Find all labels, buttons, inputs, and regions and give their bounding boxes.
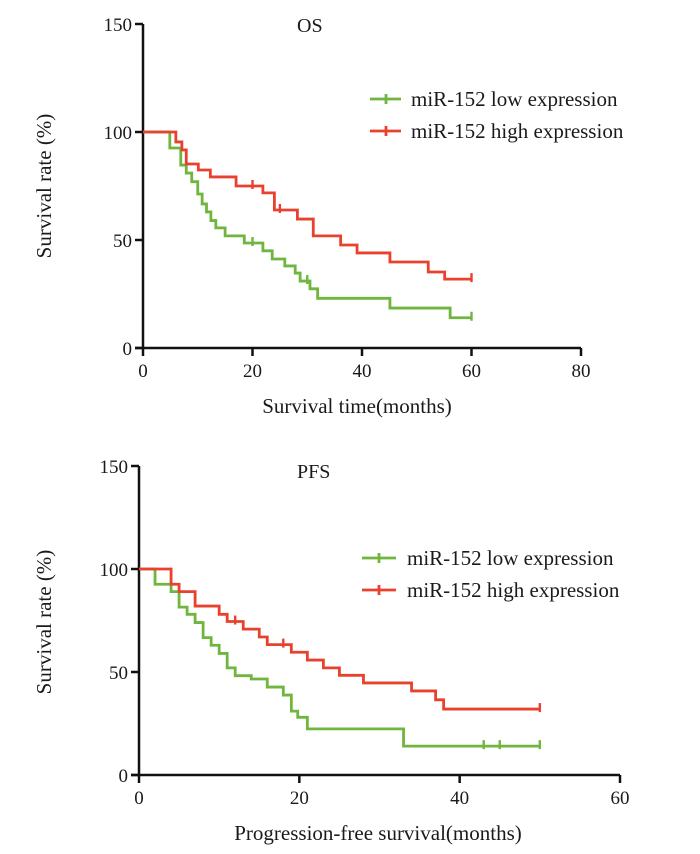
pfs-legend-item-high: miR-152 high expression (362, 578, 620, 602)
os-curves (143, 130, 473, 321)
pfs-legend-label-low: miR-152 low expression (407, 546, 614, 570)
os-legend-label-high: miR-152 high expression (411, 119, 624, 143)
os-x-tick-label: 60 (462, 361, 481, 382)
pfs-axes: 0 50 100 150 0 20 40 60 (100, 457, 630, 809)
pfs-y-tick-label: 150 (100, 457, 129, 478)
os-legend: miR-152 low expression miR-152 high expr… (370, 87, 624, 143)
os-y-axis-title: Survival rate (%) (32, 114, 56, 259)
pfs-x-tick-label: 60 (611, 788, 630, 809)
os-legend-item-high: miR-152 high expression (370, 119, 624, 143)
os-panel-title: OS (297, 15, 323, 37)
os-x-tick-label: 20 (243, 361, 262, 382)
os-y-tick-label: 0 (123, 339, 133, 360)
os-y-tick-label: 150 (104, 15, 133, 36)
pfs-curve-high (139, 567, 540, 711)
os-curve-low (143, 130, 472, 320)
pfs-y-axis-title: Survival rate (%) (32, 550, 56, 695)
pfs-x-axis-title: Progression-free survival(months) (234, 821, 522, 845)
pfs-panel: PFS Survival rate (%) Progression-free s… (32, 457, 630, 845)
os-x-tick-label: 80 (572, 361, 591, 382)
pfs-legend-item-low: miR-152 low expression (362, 546, 614, 570)
pfs-y-tick-label: 100 (100, 560, 129, 581)
pfs-curve-low (139, 567, 540, 748)
os-y-tick-label: 100 (104, 123, 133, 144)
os-axes: 0 50 100 150 0 20 40 60 80 (104, 15, 591, 382)
os-x-tick-label: 40 (353, 361, 372, 382)
os-x-tick-label: 0 (138, 361, 148, 382)
pfs-curves (139, 567, 542, 750)
os-legend-item-low: miR-152 low expression (370, 87, 618, 111)
pfs-y-tick-label: 50 (109, 663, 128, 684)
pfs-y-tick-label: 0 (119, 766, 129, 787)
os-curve-high (143, 130, 472, 281)
pfs-legend-label-high: miR-152 high expression (407, 578, 620, 602)
pfs-legend: miR-152 low expression miR-152 high expr… (362, 546, 620, 602)
os-x-axis-title: Survival time(months) (262, 394, 452, 418)
pfs-x-tick-label: 0 (134, 788, 144, 809)
pfs-x-tick-label: 20 (290, 788, 309, 809)
pfs-panel-title: PFS (297, 461, 330, 483)
os-legend-label-low: miR-152 low expression (411, 87, 618, 111)
pfs-x-tick-label: 40 (450, 788, 469, 809)
os-y-tick-label: 50 (113, 231, 132, 252)
os-panel: OS Survival rate (%) Survival time(month… (32, 15, 624, 418)
